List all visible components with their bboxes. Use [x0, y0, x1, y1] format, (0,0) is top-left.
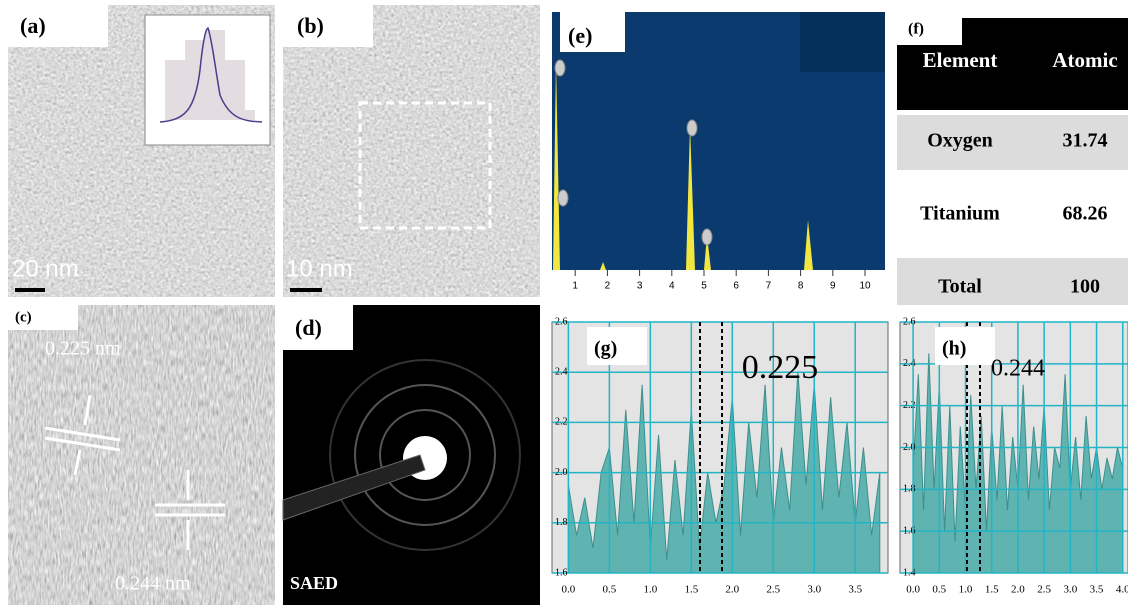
table-row: [897, 258, 1128, 305]
hrtem-image: [8, 305, 275, 605]
table-cell: 100: [1070, 276, 1100, 298]
table-cell: 31.74: [1063, 130, 1108, 152]
tem-image: [283, 5, 540, 297]
y-tick-label: 2.2: [903, 400, 916, 411]
scale-bar-label: 20 nm: [12, 255, 79, 282]
panel-label: (g): [594, 338, 617, 360]
label-box: [283, 305, 353, 350]
x-tick-label: 2.0: [1011, 584, 1025, 596]
x-tick-label: 8: [798, 281, 804, 292]
table-cell: Total: [938, 276, 982, 298]
table-cell: Oxygen: [927, 130, 993, 152]
panel-label: (d): [295, 315, 322, 340]
y-tick-label: 2.6: [555, 316, 568, 327]
y-tick-label: 1.4: [903, 567, 916, 578]
diffraction-rings: [329, 359, 521, 551]
x-tick-label: 4.0: [1116, 584, 1128, 596]
y-tick-label: 1.6: [903, 525, 916, 536]
x-tick-label: 4: [669, 281, 675, 292]
panel-label: (e): [568, 23, 592, 48]
label-box: [587, 327, 647, 365]
x-tick-label: 6: [733, 281, 739, 292]
y-tick-label: 1.8: [555, 517, 568, 528]
y-tick-label: 2.4: [555, 366, 568, 377]
x-tick-label: 0.0: [906, 584, 920, 596]
x-tick-label: 2.0: [725, 584, 739, 596]
x-tick-label: 1.5: [985, 584, 999, 596]
label-box: [8, 5, 108, 47]
x-tick-label: 3.0: [1063, 584, 1077, 596]
table-header-cell: Atomic: [1052, 48, 1117, 72]
inset-curve: [159, 27, 263, 123]
x-tick-label: 9: [830, 281, 836, 292]
panel-label: (b): [297, 13, 324, 38]
x-tick-label: 2: [605, 281, 611, 292]
peak-markers: [554, 59, 713, 246]
x-tick-label: 1.0: [643, 584, 657, 596]
label-box: [560, 12, 625, 52]
annotation: 0.244 nm: [115, 573, 191, 595]
x-tick-label: 3.5: [1090, 584, 1104, 596]
x-tick-label: 3.0: [807, 584, 821, 596]
y-tick-label: 2.6: [903, 316, 916, 327]
x-tick-label: 5: [701, 281, 707, 292]
eds-peaks: [553, 60, 813, 270]
x-tick-label: 2.5: [1037, 584, 1051, 596]
scale-bar: [290, 288, 322, 292]
panel-label: (a): [20, 13, 46, 38]
panel-label: (c): [15, 309, 32, 325]
x-tick-label: 7: [766, 281, 772, 292]
x-tick-label: 1.0: [959, 584, 973, 596]
y-tick-label: 2.0: [903, 442, 916, 453]
x-tick-label: 1: [572, 281, 578, 292]
x-tick-label: 0.5: [932, 584, 946, 596]
label-box: [897, 5, 962, 45]
inset-bars: [165, 30, 255, 120]
y-tick-label: 1.8: [903, 484, 916, 495]
y-tick-label: 1.6: [555, 567, 568, 578]
scale-bar: [15, 288, 45, 292]
table-row: [897, 115, 1128, 170]
scale-bar-label: 10 nm: [286, 255, 353, 282]
x-tick-label: 3.5: [848, 584, 862, 596]
y-tick-label: 2.2: [555, 417, 568, 428]
panel-label: (h): [942, 338, 966, 360]
x-tick-label: 2.5: [766, 584, 780, 596]
table-cell: Titanium: [920, 203, 1000, 225]
label-box: [283, 5, 373, 47]
annotation: 0.225 nm: [45, 338, 121, 360]
label-box: [8, 305, 78, 330]
beam-stop: [282, 454, 426, 521]
caption: SAED: [290, 573, 338, 593]
spacing-markers: [44, 394, 225, 550]
table-cell: 68.26: [1063, 203, 1108, 225]
x-tick-label: 1.5: [684, 584, 698, 596]
annotation: 0.225: [742, 349, 819, 386]
annotation: 0.244: [991, 356, 1045, 382]
y-tick-label: 2.4: [903, 358, 916, 369]
table-header-cell: Element: [923, 48, 998, 72]
x-tick-label: 3: [637, 281, 643, 292]
x-tick-label: 10: [859, 281, 871, 292]
eds-inset: [800, 12, 885, 72]
y-tick-label: 2.0: [555, 467, 568, 478]
x-tick-label: 0.5: [602, 584, 616, 596]
x-tick-label: 0.0: [562, 584, 576, 596]
region-box: [358, 101, 492, 230]
label-box: [935, 327, 995, 365]
panel-label: (f): [908, 21, 924, 38]
